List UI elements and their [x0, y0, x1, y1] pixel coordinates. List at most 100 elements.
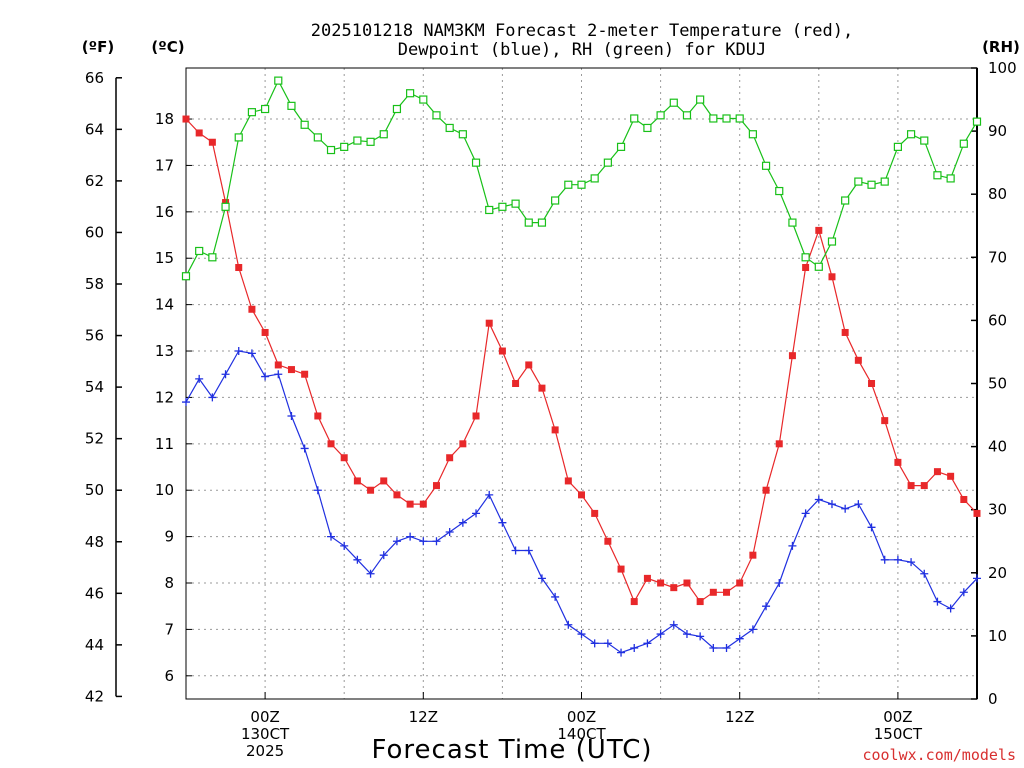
rh-tick-label: 10: [988, 627, 1007, 645]
dewpoint-point: [247, 349, 256, 358]
temperature-point: [287, 366, 295, 374]
rh-point: [458, 130, 467, 139]
celsius-tick-label: 8: [164, 574, 174, 592]
dewpoint-point: [880, 555, 889, 564]
rh-point: [326, 145, 336, 155]
dewpoint-point: [432, 537, 441, 546]
temperature-point: [709, 588, 717, 596]
temperature-point: [498, 347, 506, 355]
rh-point: [933, 171, 942, 180]
dewpoint-point: [643, 639, 652, 648]
temperature-point: [802, 264, 810, 272]
temperature-point: [907, 482, 915, 490]
celsius-tick-label: 11: [155, 435, 174, 453]
fahrenheit-tick-label: 56: [85, 327, 104, 345]
time-tick-label: 12Z: [725, 708, 754, 726]
rh-point: [419, 95, 428, 104]
temperature-point: [854, 356, 862, 364]
temperature-point: [380, 477, 388, 485]
rh-point: [867, 180, 876, 189]
temperature-point: [525, 361, 533, 369]
dewpoint-point: [841, 504, 850, 513]
rh-point: [261, 104, 270, 114]
dewpoint-point: [524, 546, 533, 555]
temperature-point: [248, 305, 256, 313]
temperature-point: [261, 328, 269, 336]
rh-point: [616, 142, 626, 151]
dewpoint-point: [775, 579, 784, 588]
temperature-point: [775, 440, 783, 448]
dewpoint-point: [617, 648, 626, 657]
temperature-point: [564, 477, 572, 485]
rh-axis-unit: (RH): [982, 38, 1020, 56]
rh-point: [959, 139, 968, 148]
temperature-point: [182, 115, 190, 123]
dewpoint-point: [827, 500, 836, 509]
time-tick-label: 130CT: [241, 725, 290, 743]
temperature-point: [340, 454, 348, 462]
rh-point: [656, 111, 665, 120]
dewpoint-point: [867, 523, 876, 532]
rh-point: [906, 130, 916, 139]
rh-point: [181, 272, 191, 281]
rh-point: [537, 218, 547, 227]
dewpoint-point: [182, 398, 190, 407]
dewpoint-point: [748, 625, 757, 634]
rh-point: [471, 158, 481, 167]
dewpoint-point: [313, 486, 322, 495]
rh-point: [485, 205, 494, 215]
dewpoint-point: [327, 532, 336, 541]
rh-point: [841, 196, 850, 205]
temperature-point: [591, 509, 599, 517]
temperature-point: [643, 574, 651, 582]
temperature-point: [446, 454, 454, 462]
temperature-point: [881, 417, 889, 425]
rh-point: [274, 76, 283, 85]
fahrenheit-tick-label: 62: [85, 172, 104, 190]
dewpoint-point: [959, 588, 968, 597]
celsius-tick-label: 17: [155, 156, 174, 174]
rh-point: [406, 89, 415, 98]
dewpoint-point: [973, 574, 981, 583]
temperature-point: [406, 500, 414, 508]
rh-point: [340, 142, 349, 151]
fahrenheit-tick-label: 58: [85, 275, 104, 293]
rh-point: [392, 104, 402, 114]
dewpoint-point: [893, 555, 902, 564]
rh-point: [827, 237, 837, 246]
dewpoint-point: [419, 537, 428, 546]
temperature-point: [485, 319, 493, 327]
rh-point: [432, 111, 441, 120]
rh-point: [379, 130, 388, 139]
rh-point: [722, 114, 731, 123]
dewpoint-point: [551, 592, 560, 601]
dewpoint-point: [300, 444, 309, 453]
x-axis-title: Forecast Time (UTC): [371, 735, 652, 765]
rh-point: [709, 114, 718, 123]
celsius-tick-label: 14: [155, 296, 174, 314]
rh-point: [788, 218, 797, 227]
dewpoint-point: [537, 574, 546, 583]
chart-title-line-2: Dewpoint (blue), RH (green) for KDUJ: [398, 40, 766, 60]
grid-lines: [186, 68, 977, 699]
fahrenheit-tick-label: 64: [85, 120, 104, 138]
rh-point: [511, 199, 520, 208]
rh-point: [300, 120, 309, 129]
celsius-tick-label: 7: [164, 620, 174, 638]
fahrenheit-tick-label: 42: [85, 687, 104, 705]
source-credit: coolwx.com/models: [862, 746, 1016, 764]
rh-point: [814, 262, 823, 271]
rh-tick-label: 60: [988, 311, 1007, 329]
time-tick-label: 00Z: [250, 708, 279, 726]
rh-point: [682, 111, 692, 120]
temperature-point: [933, 468, 941, 476]
fahrenheit-tick-label: 60: [85, 223, 104, 241]
temperature-point: [472, 412, 480, 420]
celsius-tick-label: 13: [155, 342, 174, 360]
temperature-point: [604, 537, 612, 545]
dewpoint-point: [353, 555, 362, 564]
rh-point: [445, 123, 454, 133]
temperature-point: [617, 565, 625, 573]
